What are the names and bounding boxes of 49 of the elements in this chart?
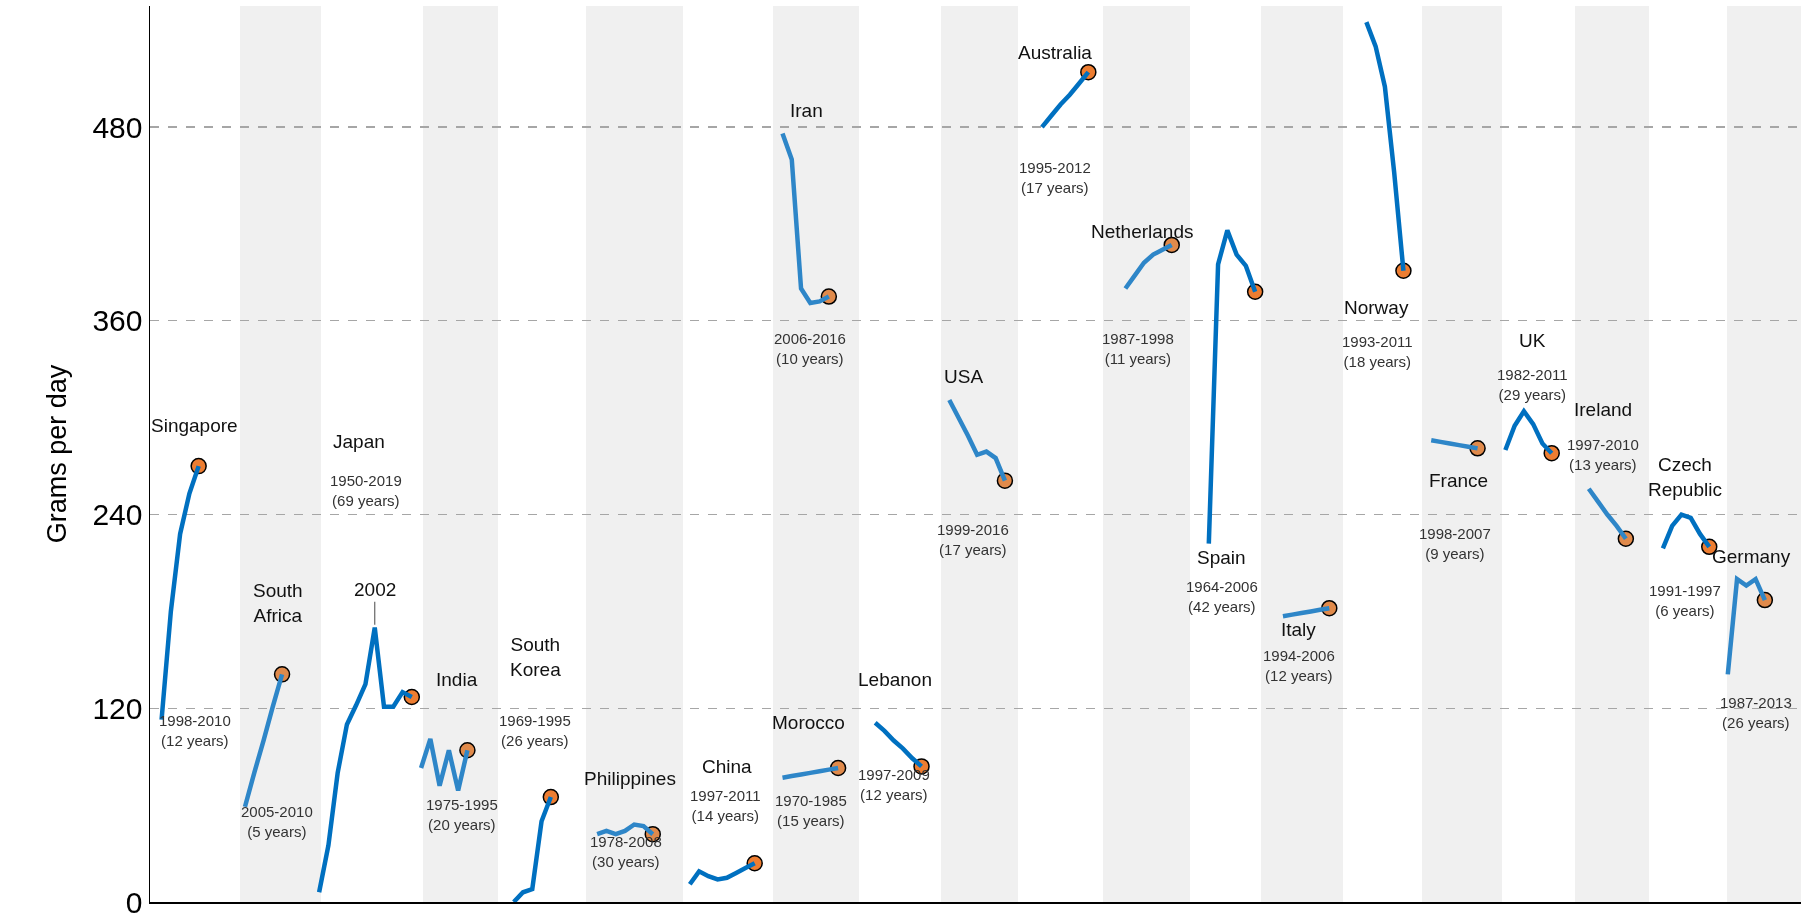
annotation: 1997-2010 (13 years) — [1567, 436, 1639, 473]
annotation: 1997-2009 (12 years) — [858, 766, 930, 803]
y-tick-label: 480 — [92, 110, 143, 144]
annotation: China — [702, 756, 753, 777]
annotation: 1995-2012 (17 years) — [1019, 159, 1091, 196]
annotation: Netherlands — [1091, 221, 1194, 242]
annotation: 1991-1997 (6 years) — [1649, 582, 1721, 619]
annotation: 1998-2007 (9 years) — [1419, 525, 1491, 562]
annotation: 1997-2011 (14 years) — [690, 787, 761, 824]
annotation: 1950-2019 (69 years) — [330, 472, 402, 509]
annotation: 1964-2006 (42 years) — [1186, 578, 1258, 615]
annotation: 1999-2016 (17 years) — [937, 521, 1009, 558]
y-axis-title: Grams per day — [41, 364, 72, 544]
annotation: 1994-2006 (12 years) — [1263, 647, 1335, 684]
annotation: Spain — [1197, 547, 1246, 568]
annotation: South Africa — [253, 580, 303, 626]
annotation: 1978-2008 (30 years) — [590, 833, 662, 870]
y-tick-label: 240 — [92, 498, 143, 532]
annotation: 1975-1995 (20 years) — [426, 796, 498, 833]
annotation: Philippines — [584, 768, 676, 789]
annotation: Lebanon — [858, 669, 932, 690]
annotation: 1987-2013 (26 years) — [1720, 694, 1792, 731]
y-tick-label: 360 — [92, 304, 143, 338]
annotation: UK — [1519, 330, 1546, 351]
annotation: Czech Republic — [1648, 454, 1722, 500]
annotation: 1987-1998 (11 years) — [1102, 330, 1174, 367]
annotation: India — [436, 669, 478, 690]
annotation: Singapore — [151, 415, 238, 436]
annotation: Italy — [1281, 619, 1317, 640]
annotation: Australia — [1018, 42, 1093, 63]
annotation: Norway — [1344, 297, 1409, 318]
annotation: South Korea — [510, 634, 562, 680]
annotation: 1998-2010 (12 years) — [159, 712, 231, 749]
annotation: USA — [944, 366, 984, 387]
annotation: 1982-2011 (29 years) — [1497, 366, 1568, 403]
annotation: Iran — [790, 100, 823, 121]
annotation: France — [1429, 470, 1489, 491]
y-tick-label: 0 — [125, 885, 143, 919]
annotation: 1969-1995 (26 years) — [499, 712, 571, 749]
annotation: Germany — [1712, 546, 1791, 567]
y-tick-label: 120 — [92, 691, 143, 725]
annotation: 2006-2016 (10 years) — [774, 330, 846, 367]
annotation: 1993-2011 (18 years) — [1342, 333, 1413, 370]
annotation: 2002 — [354, 579, 397, 600]
annotation: Japan — [333, 431, 385, 452]
annotation: 1970-1985 (15 years) — [775, 792, 847, 829]
annotation: Morocco — [772, 712, 845, 733]
annotation: Ireland — [1574, 399, 1633, 420]
annotation: 2005-2010 (5 years) — [241, 803, 313, 840]
